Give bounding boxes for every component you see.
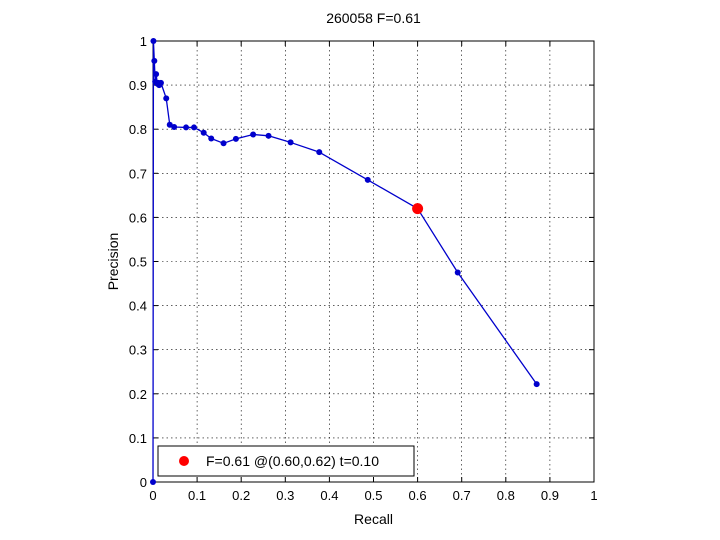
pr-curve-point <box>183 124 190 131</box>
y-tick-label: 0.9 <box>129 78 147 93</box>
x-tick-label: 0.1 <box>188 488 206 503</box>
pr-curve-point <box>287 139 294 146</box>
x-tick-label: 0.5 <box>364 488 382 503</box>
grid-lines <box>153 41 594 482</box>
pr-curve-point <box>150 479 156 485</box>
pr-curve-point <box>163 95 170 102</box>
x-tick-label: 0.3 <box>276 488 294 503</box>
pr-curve-point <box>151 57 158 64</box>
pr-curve-point <box>191 124 198 131</box>
pr-curve-point <box>157 79 164 86</box>
pr-curve-point <box>250 131 257 138</box>
y-tick-label: 0.2 <box>129 387 147 402</box>
y-axis-label: Precision <box>105 233 121 291</box>
pr-curve-point <box>171 123 178 130</box>
y-tick-label: 0.8 <box>129 122 147 137</box>
legend-entry: F=0.61 @(0.60,0.62) t=0.10 <box>206 453 379 469</box>
pr-curve-point <box>232 135 239 142</box>
chart-title: 260058 F=0.61 <box>326 10 421 26</box>
series-layer <box>150 38 540 485</box>
y-tick-label: 0.3 <box>129 343 147 358</box>
x-tick-label: 1 <box>590 488 597 503</box>
pr-curve-point <box>220 140 227 147</box>
pr-curve-point <box>208 135 215 142</box>
best-f-point <box>412 203 424 215</box>
y-tick-label: 1 <box>140 34 147 49</box>
y-tick-label: 0 <box>140 475 147 490</box>
x-tick-label: 0.2 <box>232 488 250 503</box>
pr-curve-point <box>316 149 323 156</box>
pr-curve-point <box>454 269 461 276</box>
pr-curve-point <box>265 132 272 139</box>
pr-curve-point <box>153 71 160 78</box>
y-tick-label: 0.4 <box>129 299 147 314</box>
x-tick-label: 0.8 <box>497 488 515 503</box>
pr-curve-point <box>533 381 540 388</box>
x-tick-label: 0.9 <box>541 488 559 503</box>
legend-box <box>157 445 415 477</box>
legend-marker <box>179 456 189 466</box>
x-axis-label: Recall <box>354 511 393 527</box>
x-tick-label: 0.4 <box>320 488 338 503</box>
y-tick-label: 0.7 <box>129 166 147 181</box>
x-tick-label: 0.7 <box>453 488 471 503</box>
legend: F=0.61 @(0.60,0.62) t=0.10 <box>157 445 415 477</box>
y-tick-label: 0.6 <box>129 210 147 225</box>
pr-curve-point <box>200 129 207 136</box>
y-tick-label: 0.1 <box>129 431 147 446</box>
x-tick-label: 0 <box>149 488 156 503</box>
axis-ticks: 0 0.1 0.2 0.3 0.4 0.5 0.6 0.7 0.8 0.9 1 0 0.1 0.2 0.3 0… <box>129 34 598 503</box>
x-tick-label: 0.6 <box>409 488 427 503</box>
y-tick-label: 0.5 <box>129 255 147 270</box>
pr-curve-point <box>364 176 371 183</box>
pr-curve-point <box>150 38 157 44</box>
